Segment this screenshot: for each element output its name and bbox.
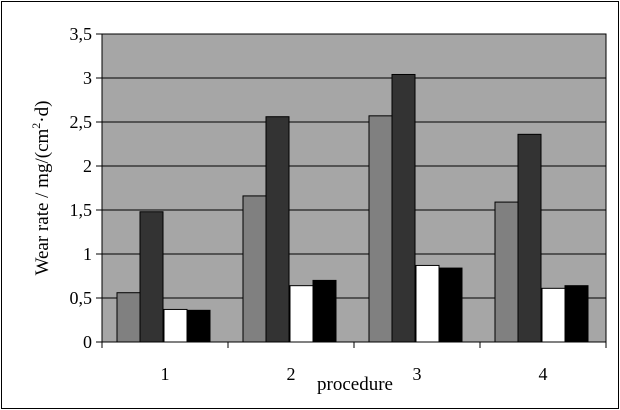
bar-series-1-procedure-4 <box>494 201 519 343</box>
bars <box>116 73 589 343</box>
x-tick-label: 4 <box>539 364 548 384</box>
bar-series-3-procedure-4 <box>541 287 566 343</box>
bar-series-2-procedure-3 <box>391 73 416 343</box>
x-tick-label: 1 <box>161 364 170 384</box>
y-tick-label: 0 <box>83 332 92 352</box>
y-tick-label: 1 <box>83 244 92 264</box>
y-tick-label: 1,5 <box>70 200 93 220</box>
bar-series-2-procedure-1 <box>139 211 164 343</box>
bar-series-4-procedure-4 <box>564 285 589 343</box>
bar-series-1-procedure-3 <box>368 115 393 343</box>
y-tick-label: 3,5 <box>70 24 93 44</box>
y-tick-label: 2 <box>83 156 92 176</box>
x-tick-label: 3 <box>413 364 422 384</box>
bar-series-4-procedure-1 <box>186 309 211 343</box>
bar-series-3-procedure-3 <box>415 264 440 343</box>
bar-series-1-procedure-2 <box>242 195 267 343</box>
bar-series-3-procedure-2 <box>289 285 314 343</box>
x-axis-title: procedure <box>317 374 393 395</box>
x-tick-labels: 1 2 3 4 <box>161 364 548 384</box>
bar-series-1-procedure-1 <box>116 292 141 343</box>
bar-series-4-procedure-3 <box>438 267 463 343</box>
axes <box>96 33 607 348</box>
y-tick-label: 2,5 <box>70 112 93 132</box>
y-tick-label: 0,5 <box>70 288 93 308</box>
bar-series-3-procedure-1 <box>163 308 188 343</box>
y-tick-labels: 0 0,5 1 1,5 2 2,5 3 3,5 <box>70 24 93 352</box>
bar-series-2-procedure-2 <box>265 116 290 343</box>
bar-series-4-procedure-2 <box>312 279 337 343</box>
x-tick-label: 2 <box>287 364 296 384</box>
bar-series-2-procedure-4 <box>517 133 542 343</box>
y-axis-title: Wear rate / mg/(cm2·d) <box>29 101 53 276</box>
y-axis-title-sup: 2 <box>29 123 43 129</box>
y-axis-title-end: ·d) <box>32 101 53 123</box>
y-axis-title-main: Wear rate / mg/(cm <box>32 129 53 276</box>
y-tick-label: 3 <box>83 68 92 88</box>
